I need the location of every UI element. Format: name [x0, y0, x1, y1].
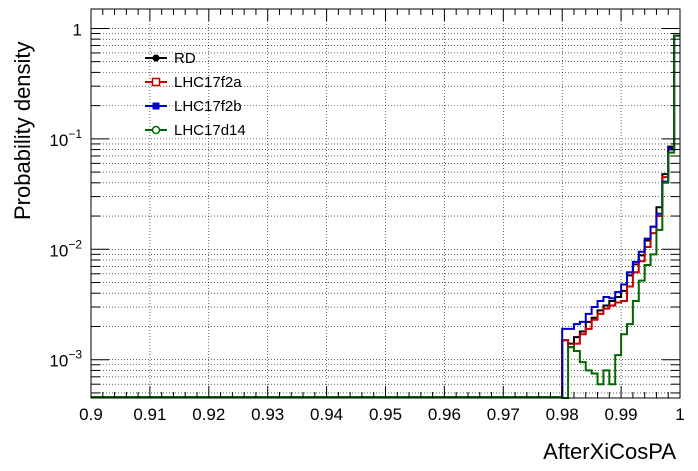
x-tick-label: 1 [675, 405, 684, 424]
legend-label-lhc17f2b: LHC17f2b [174, 98, 242, 115]
series-layer [91, 34, 680, 399]
x-tick-label: 0.99 [605, 405, 638, 424]
y-tick-label: 1 [73, 20, 82, 39]
x-tick-label: 0.91 [133, 405, 166, 424]
x-tick-label: 0.92 [192, 405, 225, 424]
x-tick-label: 0.93 [251, 405, 284, 424]
series-step-lhc17f2b [91, 34, 680, 398]
labels-layer: 0.9 0.91 0.92 0.93 0.94 0.95 0.96 0.97 0.98 0.99 1… [49, 20, 684, 424]
grid-layer [91, 9, 680, 398]
legend-label-lhc17d14: LHC17d14 [174, 122, 246, 139]
x-tick-label: 0.97 [487, 405, 520, 424]
x-tick-label: 0.94 [310, 405, 343, 424]
y-tick-label: 10−3 [49, 348, 82, 371]
legend-label-lhc17f2a: LHC17f2a [174, 74, 242, 91]
legend-label-rd: RD [174, 50, 196, 67]
y-axis-title: Probability density [10, 41, 35, 220]
legend-marker-lhc17f2a [151, 77, 161, 87]
series-step-lhc17d14 [91, 34, 680, 399]
x-tick-label: 0.98 [546, 405, 579, 424]
y-tick-label: 10−1 [49, 127, 82, 150]
x-axis-title: AfterXiCosPA [543, 439, 676, 464]
legend-marker-rd [152, 54, 160, 62]
x-tick-label: 0.96 [428, 405, 461, 424]
legend-marker-lhc17d14 [151, 125, 161, 135]
legend-marker-lhc17f2b [152, 102, 160, 110]
x-tick-label: 0.95 [369, 405, 402, 424]
ticks-layer [90, 9, 681, 398]
x-tick-label: 0.9 [79, 405, 103, 424]
y-tick-label: 10−2 [49, 237, 82, 260]
legend: RD LHC17f2a LHC17f2b LHC17d14 [145, 50, 246, 139]
